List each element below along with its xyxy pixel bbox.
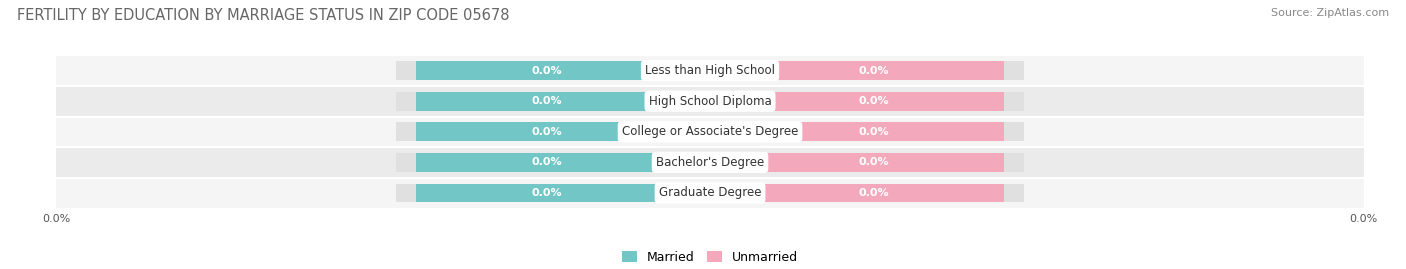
Text: 0.0%: 0.0% xyxy=(858,157,889,167)
Bar xyxy=(396,153,1024,172)
Text: 0.0%: 0.0% xyxy=(858,96,889,106)
Text: College or Associate's Degree: College or Associate's Degree xyxy=(621,125,799,138)
Bar xyxy=(396,92,1024,111)
Bar xyxy=(742,61,1004,80)
Bar xyxy=(416,61,678,80)
Text: 0.0%: 0.0% xyxy=(858,66,889,76)
Bar xyxy=(416,183,678,203)
Text: High School Diploma: High School Diploma xyxy=(648,95,772,108)
Bar xyxy=(416,122,678,141)
Bar xyxy=(396,61,1024,80)
Text: Bachelor's Degree: Bachelor's Degree xyxy=(657,156,763,169)
Text: FERTILITY BY EDUCATION BY MARRIAGE STATUS IN ZIP CODE 05678: FERTILITY BY EDUCATION BY MARRIAGE STATU… xyxy=(17,8,509,23)
Text: Graduate Degree: Graduate Degree xyxy=(659,186,761,200)
Legend: Married, Unmarried: Married, Unmarried xyxy=(617,246,803,269)
Bar xyxy=(56,116,1364,147)
Bar xyxy=(416,92,678,111)
Text: 0.0%: 0.0% xyxy=(531,96,562,106)
Text: 0.0%: 0.0% xyxy=(531,127,562,137)
Bar xyxy=(742,153,1004,172)
Bar xyxy=(56,178,1364,208)
Bar xyxy=(396,183,1024,203)
Text: 0.0%: 0.0% xyxy=(531,188,562,198)
Bar xyxy=(742,122,1004,141)
Bar xyxy=(56,147,1364,178)
Bar xyxy=(742,183,1004,203)
Text: 0.0%: 0.0% xyxy=(531,66,562,76)
Bar xyxy=(396,122,1024,141)
Text: 0.0%: 0.0% xyxy=(858,127,889,137)
Bar xyxy=(742,92,1004,111)
Text: Source: ZipAtlas.com: Source: ZipAtlas.com xyxy=(1271,8,1389,18)
Bar xyxy=(416,153,678,172)
Text: 0.0%: 0.0% xyxy=(858,188,889,198)
Bar xyxy=(56,55,1364,86)
Bar xyxy=(56,86,1364,116)
Text: 0.0%: 0.0% xyxy=(531,157,562,167)
Text: Less than High School: Less than High School xyxy=(645,64,775,77)
